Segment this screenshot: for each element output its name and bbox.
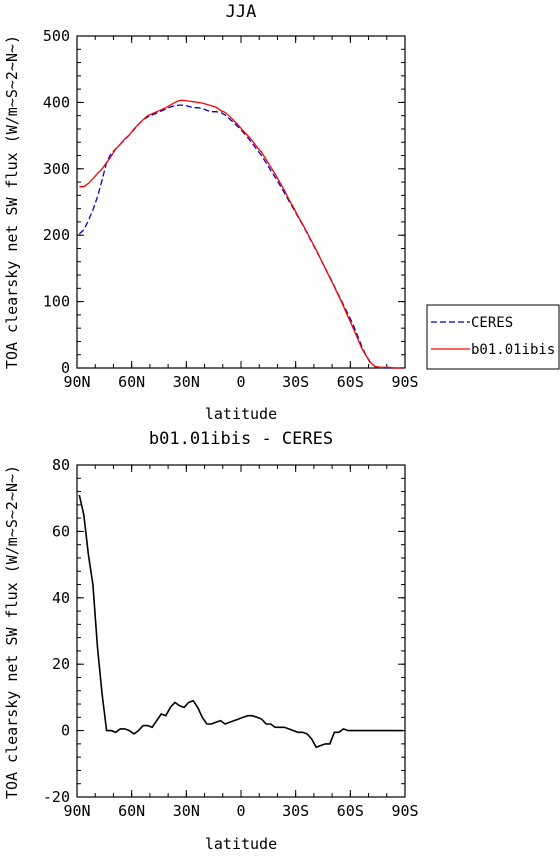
panel-top: JJA TOA clearsky net SW flux (W/m~S~2~N~…: [3, 2, 560, 423]
y-tick-label: -20: [43, 788, 70, 806]
x-tick-label: 30S: [282, 373, 309, 391]
x-tick-labels: 90N 60N 30N 0 30S 60S 90S: [63, 802, 418, 820]
x-tick-label: 90N: [63, 373, 90, 391]
y-tick-label: 300: [43, 160, 70, 178]
y-tick-labels: -20 0 20 40 60 80: [43, 456, 70, 806]
tick-marks: [76, 464, 406, 798]
y-tick-label: 40: [52, 589, 70, 607]
legend-label-ceres: CERES: [471, 315, 513, 331]
x-axis-label: latitude: [205, 835, 277, 851]
series-line-ceres: [78, 104, 403, 369]
y-tick-label: 0: [61, 722, 70, 740]
x-tick-label: 90S: [391, 373, 418, 391]
series-line-difference: [78, 494, 403, 749]
x-tick-label: 60N: [118, 373, 145, 391]
x-tick-label: 90N: [63, 802, 90, 820]
series-lines: [78, 99, 403, 369]
y-tick-label: 200: [43, 226, 70, 244]
plot-frame: [76, 464, 406, 798]
x-tick-label: 0: [236, 802, 245, 820]
x-tick-label: 60S: [337, 373, 364, 391]
chart-title: JJA: [226, 2, 257, 22]
x-tick-label: 60N: [118, 802, 145, 820]
legend-box: [426, 304, 560, 370]
x-axis-label: latitude: [205, 405, 277, 423]
y-tick-label: 100: [43, 293, 70, 311]
y-tick-labels: 0 100 200 300 400 500: [43, 27, 70, 377]
y-tick-label: 0: [61, 359, 70, 377]
y-axis-label: TOA clearsky net SW flux (W/m~S~2~N~): [3, 35, 21, 369]
y-tick-label: 20: [52, 655, 70, 673]
series-line-b01-01ibis: [79, 99, 403, 369]
y-tick-label: 80: [52, 456, 70, 474]
x-tick-label: 90S: [391, 802, 418, 820]
legend: CERES b01.01ibis: [426, 304, 560, 370]
plot-frame: [76, 35, 406, 369]
series-lines: [78, 494, 403, 749]
y-tick-label: 500: [43, 27, 70, 45]
x-tick-label: 0: [236, 373, 245, 391]
chart-title: b01.01ibis - CERES: [149, 429, 333, 449]
x-tick-label: 30N: [173, 373, 200, 391]
legend-label-b01-01ibis: b01.01ibis: [471, 342, 555, 358]
x-tick-label: 30S: [282, 802, 309, 820]
tick-marks: [76, 35, 406, 369]
y-axis-label: TOA clearsky net SW flux (W/m~S~2~N~): [3, 465, 21, 799]
x-tick-label: 60S: [337, 802, 364, 820]
x-tick-labels: 90N 60N 30N 0 30S 60S 90S: [63, 373, 418, 391]
y-tick-label: 400: [43, 93, 70, 111]
panel-bottom: b01.01ibis - CERES TOA clearsky net SW f…: [3, 429, 419, 853]
x-tick-label: 30N: [173, 802, 200, 820]
y-tick-label: 60: [52, 522, 70, 540]
